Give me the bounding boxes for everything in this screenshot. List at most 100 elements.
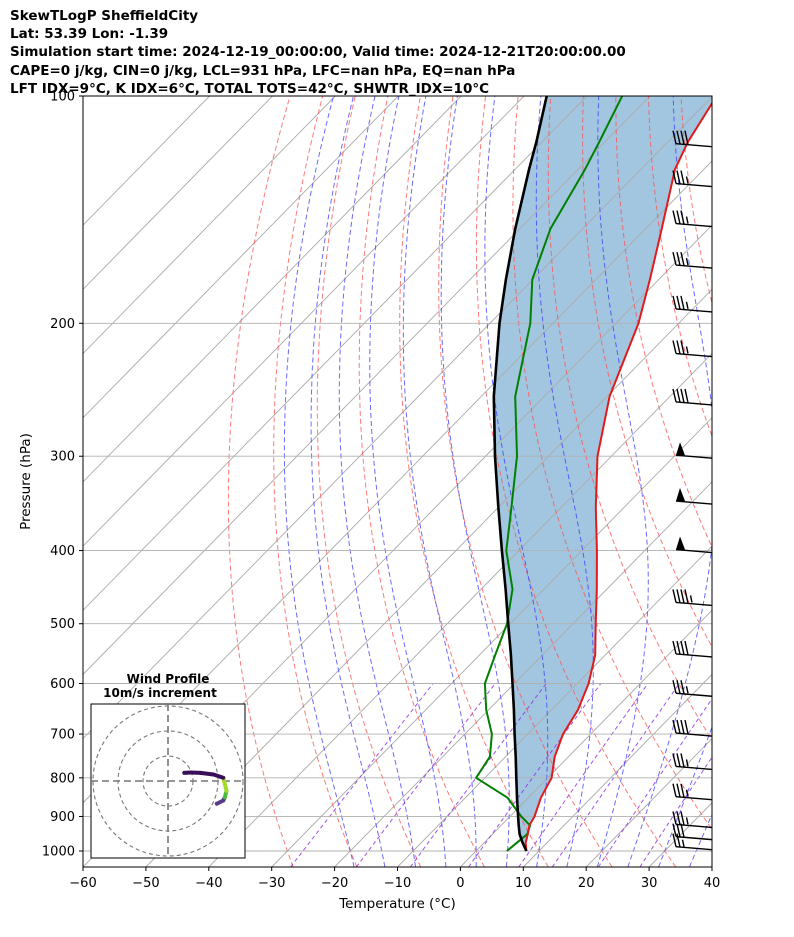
y-axis-label: Pressure (hPa) [18, 433, 34, 530]
dry-adiabat [680, 96, 712, 305]
wind-barb-staff [675, 182, 713, 188]
wind-barb-pennant [676, 536, 685, 550]
hodograph-trace [198, 770, 216, 777]
isotherm-line [83, 96, 399, 419]
wind-barb-halfflag [685, 216, 689, 224]
wind-barb-flag [676, 833, 681, 848]
header-times: Simulation start time: 2024-12-19_00:00:… [10, 44, 626, 61]
wind-barb-flag [672, 811, 677, 825]
wind-barb-staff [675, 823, 713, 829]
mixing-ratio-line [409, 683, 547, 867]
y-tick-label: 300 [50, 450, 75, 465]
hodograph-subtitle: 10m/s increment [103, 686, 217, 700]
wind-barb-halfflag [685, 176, 689, 184]
wind-barb-flag [672, 753, 677, 767]
moist-adiabat [369, 96, 447, 867]
y-tick-label: 1000 [42, 845, 75, 860]
x-tick-label: 30 [641, 876, 658, 891]
wind-barb-flag [680, 210, 685, 225]
wind-barb-staff [675, 222, 713, 228]
wind-barb-halfflag [685, 759, 689, 767]
wind-barb-flag [676, 640, 681, 655]
wind-barb-halfflag [685, 817, 689, 825]
wind-barb-flag [676, 210, 681, 225]
mixing-ratio-line [355, 683, 496, 867]
wind-barb-flag [672, 680, 677, 694]
wind-barb-staff [675, 796, 713, 801]
isotherm-line [711, 866, 712, 867]
mixing-ratio-line [639, 756, 712, 867]
wind-barb-flag [680, 589, 685, 604]
wind-barb-flag [680, 340, 685, 355]
wind-barb [672, 680, 713, 697]
isotherm-line [208, 352, 712, 867]
dry-adiabat [227, 96, 294, 867]
wind-barb-staff [675, 692, 713, 697]
wind-barb [672, 823, 713, 841]
header-title: SkewTLogP SheffieldCity [10, 8, 199, 24]
wind-barb-flag [680, 251, 685, 266]
wind-barb-flag [680, 783, 685, 798]
wind-barb-staff [675, 835, 713, 841]
wind-barb-flag [676, 170, 681, 185]
wind-barb-flag [676, 783, 681, 798]
hodograph-plot [91, 704, 245, 858]
header-indices-2: LFT IDX=9°C, K IDX=6°C, TOTAL TOTS=42°C,… [10, 80, 490, 97]
isotherm-line [522, 673, 712, 867]
dry-adiabat [512, 96, 712, 831]
isotherm-line [83, 96, 273, 290]
hodograph-trace [221, 775, 229, 793]
header-indices-1: CAPE=0 j/kg, CIN=0 j/kg, LCL=931 hPa, LF… [10, 62, 516, 79]
wind-barb-flag [684, 640, 689, 656]
wind-barb-staff [675, 846, 713, 851]
isotherm-line [648, 802, 712, 867]
wind-barb-flag [676, 589, 681, 603]
wind-barb-staff [675, 732, 713, 737]
wind-barb-flag [676, 295, 681, 310]
wind-barb [672, 388, 713, 406]
wind-barb [672, 170, 713, 188]
isotherm-line [83, 96, 336, 355]
wind-barb-flag [672, 295, 677, 310]
x-tick-label: −20 [321, 876, 348, 891]
moist-adiabat [310, 96, 386, 867]
wind-barb-flag [680, 823, 685, 838]
wind-barb-flag [672, 719, 677, 734]
y-tick-label: 700 [50, 728, 75, 743]
wind-barb-flag [672, 388, 677, 403]
moist-adiabat [596, 96, 649, 867]
wind-barb [672, 783, 713, 801]
wind-barb-flag [672, 833, 677, 847]
wind-barb-flag [676, 130, 681, 145]
moist-adiabat [338, 96, 416, 867]
wind-barb-flag [672, 251, 677, 266]
x-tick-label: −30 [258, 876, 285, 891]
dewpoint-profile [475, 96, 624, 852]
dry-adiabat [615, 96, 712, 549]
temperature-profile [524, 101, 712, 852]
wind-barb-flag [684, 719, 689, 735]
wind-barb [672, 833, 713, 851]
wind-barb-flag [684, 388, 689, 404]
wind-barb-flag [680, 295, 685, 310]
wind-barb-flag [672, 640, 677, 655]
wind-barb-staff [675, 601, 713, 607]
isotherm-line [145, 288, 712, 867]
mixing-ratio-line [518, 683, 649, 867]
wind-barb [672, 719, 713, 737]
wind-barb [672, 251, 713, 269]
header: SkewTLogP SheffieldCity Lat: 53.39 Lon: … [10, 7, 626, 98]
wind-barb-flag [672, 130, 677, 144]
wind-barb-flag [676, 388, 681, 403]
wind-barb-staff [675, 500, 713, 505]
hodograph-title: Wind Profile [127, 672, 210, 686]
moist-adiabat [440, 96, 510, 867]
header-location: Lat: 53.39 Lon: -1.39 [10, 26, 169, 43]
y-tick-label: 900 [50, 810, 75, 825]
wind-barb-halfflag [685, 346, 689, 354]
dry-adiabat [746, 96, 794, 867]
wind-barb-flag [680, 753, 685, 768]
x-tick-label: 40 [704, 876, 721, 891]
x-tick-label: 20 [578, 876, 595, 891]
parcel-profile [492, 96, 548, 852]
